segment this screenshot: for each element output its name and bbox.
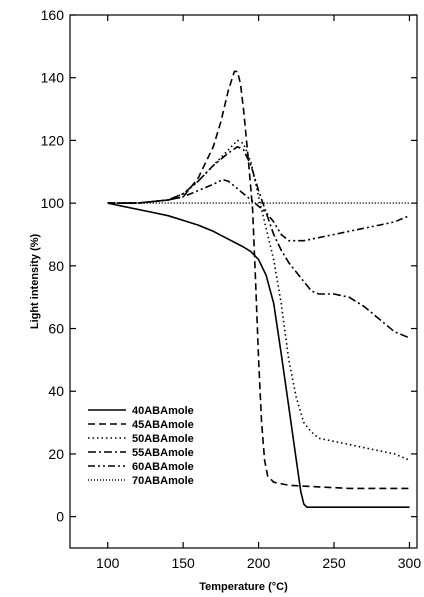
legend-label: 70ABAmole xyxy=(132,475,194,487)
plot-frame xyxy=(69,14,418,549)
y-tick-label: 140 xyxy=(41,70,65,86)
legend-label: 40ABAmole xyxy=(132,405,194,417)
x-tick-label: 300 xyxy=(398,555,422,571)
y-tick-label: 160 xyxy=(41,7,65,23)
x-tick-label: 200 xyxy=(247,555,271,571)
x-tick-label: 250 xyxy=(322,555,346,571)
y-tick-label: 60 xyxy=(48,321,64,337)
series-line-40ABAmole xyxy=(107,202,410,509)
x-tick-label: 100 xyxy=(96,555,120,571)
y-axis-label: Light intensity (%) xyxy=(29,234,41,330)
x-tick-label: 150 xyxy=(171,555,195,571)
axis-tick-labels: 100 150 200 250 300 0 20 40 60 80 100 120 140 160 xyxy=(41,7,422,571)
y-tick-label: 40 xyxy=(48,383,64,399)
series-line-50ABAmole xyxy=(107,139,410,461)
legend-label: 60ABAmole xyxy=(132,461,194,473)
y-tick-label: 0 xyxy=(56,509,64,525)
y-tick-label: 20 xyxy=(48,446,64,462)
y-tick-label: 100 xyxy=(41,195,65,211)
x-axis-label: Temperature (°C) xyxy=(199,581,288,593)
legend-label: 50ABAmole xyxy=(132,433,194,445)
legend: 40ABAmole 45ABAmole 50ABAmole 55ABAmole 60AB… xyxy=(88,405,194,487)
y-tick-label: 120 xyxy=(41,132,65,148)
series-line-45ABAmole xyxy=(107,70,410,490)
legend-label: 45ABAmole xyxy=(132,419,194,431)
plot-border xyxy=(69,14,418,549)
axis-ticks xyxy=(70,14,417,548)
series-line-55ABAmole xyxy=(107,145,410,339)
legend-label: 55ABAmole xyxy=(132,447,194,459)
y-tick-label: 80 xyxy=(48,258,64,274)
series-lines xyxy=(107,70,410,509)
